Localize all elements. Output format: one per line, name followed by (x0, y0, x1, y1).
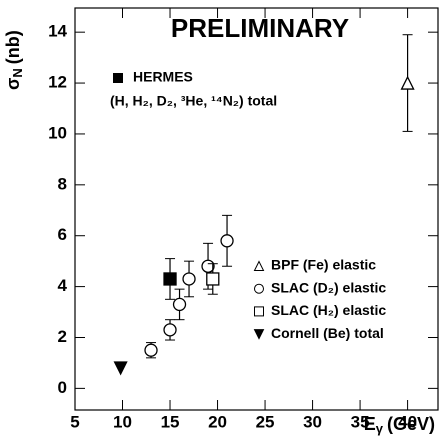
marker (400, 75, 415, 90)
annotation: PRELIMINARY (171, 13, 349, 43)
x-axis-label: Eγ (GeV) (364, 414, 435, 437)
x-label-symbol: E (364, 414, 376, 434)
marker (182, 272, 196, 286)
y-axis-label: σN (nb) (3, 30, 26, 90)
marker (163, 323, 177, 337)
legend-note: (H, H₂, D₂, ³He, ¹⁴N₂) total (110, 93, 277, 109)
marker (220, 234, 234, 248)
marker (144, 343, 158, 357)
y-tick-label: 6 (58, 225, 67, 244)
x-tick-label: 40 (398, 412, 417, 431)
x-tick-label: 35 (351, 412, 370, 431)
marker (206, 272, 220, 286)
legend-marker (253, 329, 265, 340)
y-tick-label: 8 (58, 174, 67, 193)
marker (172, 297, 187, 312)
y-label-subscript: N (10, 68, 25, 77)
y-label-symbol: σ (3, 78, 23, 90)
y-tick-label: 0 (58, 378, 67, 397)
legend-marker (113, 73, 123, 83)
plot-frame (74, 7, 439, 411)
x-tick-label: 25 (256, 412, 275, 431)
legend-marker (254, 283, 264, 294)
y-tick-label: 2 (58, 327, 67, 346)
x-tick-label: 30 (303, 412, 322, 431)
legend-label: HERMES (133, 69, 193, 85)
x-label-unit: (GeV) (387, 414, 435, 434)
marker (163, 272, 177, 286)
y-tick-label: 14 (48, 22, 67, 41)
legend-label: BPF (Fe) elastic (271, 257, 376, 273)
legend-marker (253, 260, 265, 271)
marker (113, 361, 128, 376)
legend-label: Cornell (Be) total (271, 325, 384, 341)
x-tick-label: 10 (113, 412, 132, 431)
y-tick-label: 10 (48, 123, 67, 142)
y-tick-label: 12 (48, 73, 67, 92)
legend-label: SLAC (H₂) elastic (271, 302, 386, 318)
x-tick-label: 5 (70, 412, 79, 431)
x-label-subscript: γ (376, 421, 384, 436)
legend-marker (254, 306, 264, 317)
x-tick-label: 15 (161, 412, 180, 431)
y-label-unit: (nb) (3, 30, 23, 64)
legend-label: SLAC (D₂) elastic (271, 279, 386, 295)
x-tick-label: 20 (208, 412, 227, 431)
y-tick-label: 4 (58, 276, 68, 295)
